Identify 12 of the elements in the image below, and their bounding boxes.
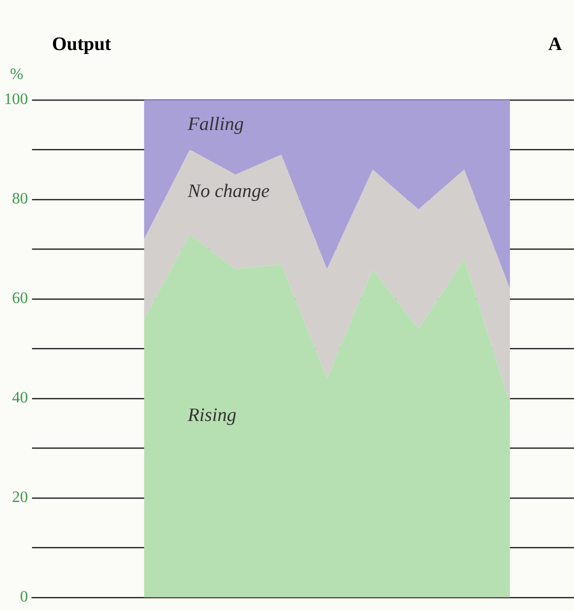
y-tick-label: 100 <box>4 91 28 108</box>
y-tick-label: 60 <box>12 290 28 308</box>
y-tick-label: 0 <box>20 588 28 606</box>
text: A <box>548 34 562 56</box>
chart-title: Output <box>52 34 112 56</box>
y-tick-label: 40 <box>12 390 28 407</box>
series-label: No change <box>186 181 270 202</box>
series-label: Rising <box>186 404 236 426</box>
y-axis-title: % <box>10 66 24 84</box>
y-tick-label: 80 <box>12 190 28 208</box>
series-label: Falling <box>186 114 244 135</box>
y-tick-label: 20 <box>12 489 28 506</box>
